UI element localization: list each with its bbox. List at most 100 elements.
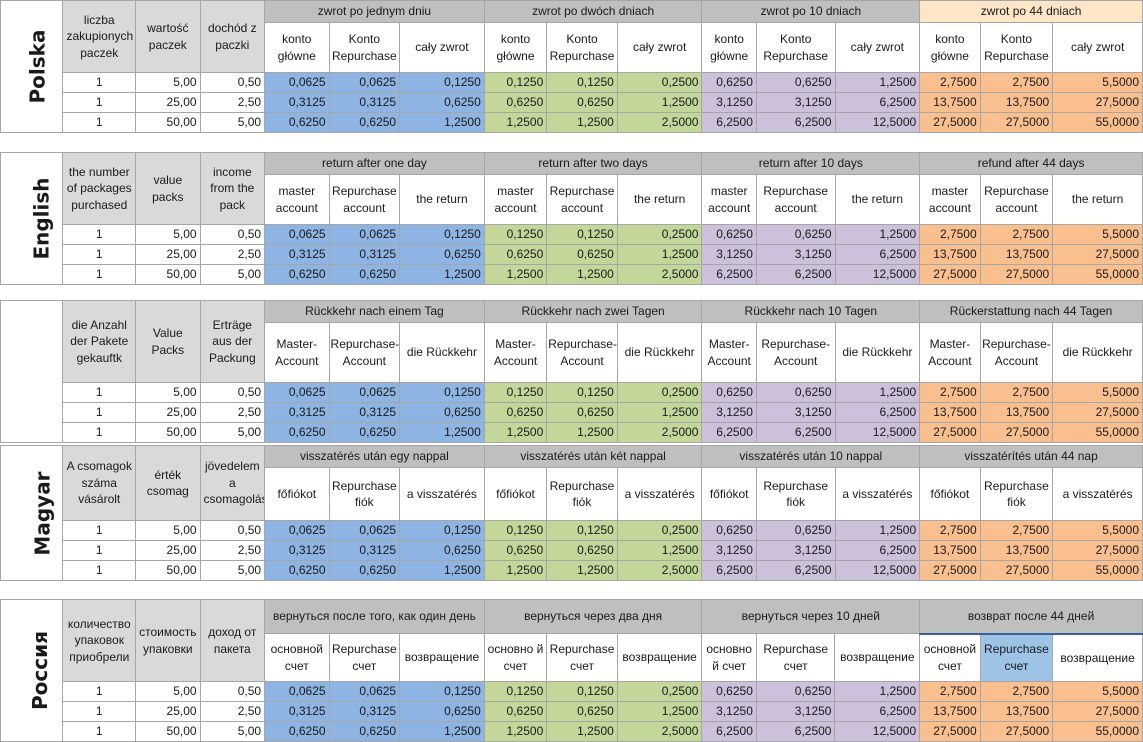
data-cell[interactable]: 3,1250 xyxy=(701,92,757,113)
data-cell[interactable]: 50,00 xyxy=(135,721,201,742)
data-cell[interactable]: 0,0625 xyxy=(264,72,330,93)
group-header[interactable]: zwrot po 44 dniach xyxy=(919,0,1143,23)
data-cell[interactable]: 2,7500 xyxy=(919,382,981,403)
data-cell[interactable]: 5,5000 xyxy=(1052,520,1143,541)
group-header[interactable]: visszatérítés után 44 nap xyxy=(919,445,1143,468)
sub-header[interactable]: master account xyxy=(483,174,548,225)
data-cell[interactable]: 0,50 xyxy=(199,224,266,245)
sub-header[interactable]: főfiókot xyxy=(701,467,757,521)
data-cell[interactable]: 5,00 xyxy=(199,721,266,742)
group-header[interactable]: return after one day xyxy=(264,152,485,175)
sub-header[interactable]: master account xyxy=(264,174,330,225)
data-cell[interactable]: 0,6250 xyxy=(264,721,330,742)
data-cell[interactable]: 25,00 xyxy=(135,540,201,561)
data-cell[interactable]: 1 xyxy=(62,681,137,702)
data-cell[interactable]: 0,6250 xyxy=(399,92,485,113)
sub-header[interactable]: konto główne xyxy=(483,22,548,73)
data-cell[interactable]: 0,3125 xyxy=(264,92,330,113)
data-cell[interactable]: 3,1250 xyxy=(755,540,836,561)
sub-header[interactable]: основной счет xyxy=(264,633,330,682)
data-cell[interactable]: 0,0625 xyxy=(328,382,401,403)
data-cell[interactable]: 27,5000 xyxy=(979,264,1054,285)
data-cell[interactable]: 0,0625 xyxy=(264,224,330,245)
sub-header[interactable]: Repurchase счет xyxy=(755,633,836,682)
data-cell[interactable]: 1 xyxy=(62,540,137,561)
data-cell[interactable]: 0,6250 xyxy=(546,244,618,265)
data-cell[interactable]: 1,2500 xyxy=(616,92,703,113)
data-cell[interactable]: 1 xyxy=(62,92,137,113)
data-cell[interactable]: 0,3125 xyxy=(328,402,401,423)
data-cell[interactable]: 27,5000 xyxy=(1052,701,1143,722)
sub-header[interactable]: the return xyxy=(616,174,703,225)
group-header[interactable]: visszatérés után egy nappal xyxy=(264,445,485,468)
data-cell[interactable]: 27,5000 xyxy=(919,560,981,581)
data-cell[interactable]: 1,2500 xyxy=(399,721,485,742)
data-cell[interactable]: 1,2500 xyxy=(616,701,703,722)
data-cell[interactable]: 0,0625 xyxy=(328,72,401,93)
data-cell[interactable]: 1,2500 xyxy=(399,264,485,285)
column-header[interactable]: die Anzahl der Pakete gekauftk xyxy=(62,300,137,383)
data-cell[interactable]: 6,2500 xyxy=(755,112,836,133)
data-cell[interactable]: 0,6250 xyxy=(483,540,548,561)
data-cell[interactable]: 0,6250 xyxy=(755,520,836,541)
data-cell[interactable]: 1,2500 xyxy=(834,224,921,245)
data-cell[interactable]: 25,00 xyxy=(135,92,201,113)
sub-header[interactable]: konto główne xyxy=(919,22,981,73)
data-cell[interactable]: 1 xyxy=(62,382,137,403)
group-header[interactable]: Rückkehr nach 10 Tagen xyxy=(701,300,921,323)
data-cell[interactable]: 2,7500 xyxy=(979,72,1054,93)
sub-header[interactable]: Repurchase account xyxy=(979,174,1054,225)
data-cell[interactable]: 2,50 xyxy=(199,540,266,561)
sub-header[interactable]: основно й счет xyxy=(483,633,548,682)
data-cell[interactable]: 1,2500 xyxy=(546,112,618,133)
data-cell[interactable]: 12,5000 xyxy=(834,721,921,742)
group-header[interactable]: return after 10 days xyxy=(701,152,921,175)
data-cell[interactable]: 0,6250 xyxy=(399,402,485,423)
data-cell[interactable]: 13,7500 xyxy=(919,92,981,113)
data-cell[interactable]: 13,7500 xyxy=(919,540,981,561)
data-cell[interactable]: 5,5000 xyxy=(1052,72,1143,93)
data-cell[interactable]: 0,6250 xyxy=(701,520,757,541)
data-cell[interactable]: 0,1250 xyxy=(546,382,618,403)
data-cell[interactable]: 0,0625 xyxy=(264,382,330,403)
data-cell[interactable]: 0,1250 xyxy=(399,681,485,702)
data-cell[interactable]: 3,1250 xyxy=(755,701,836,722)
data-cell[interactable]: 5,5000 xyxy=(1052,681,1143,702)
data-cell[interactable]: 0,6250 xyxy=(546,92,618,113)
data-cell[interactable]: 1,2500 xyxy=(546,560,618,581)
data-cell[interactable]: 1 xyxy=(62,701,137,722)
group-header[interactable]: вернуться через два дня xyxy=(483,599,703,634)
group-header[interactable]: вернуться после того, как один день xyxy=(264,599,485,634)
sub-header[interactable]: cały zwrot xyxy=(399,22,485,73)
data-cell[interactable]: 0,50 xyxy=(199,520,266,541)
data-cell[interactable]: 0,1250 xyxy=(483,72,548,93)
sub-header[interactable]: konto główne xyxy=(701,22,757,73)
data-cell[interactable]: 6,2500 xyxy=(834,701,921,722)
data-cell[interactable]: 55,0000 xyxy=(1052,112,1143,133)
group-header[interactable]: zwrot po jednym dniu xyxy=(264,0,485,23)
data-cell[interactable]: 2,50 xyxy=(199,244,266,265)
data-cell[interactable]: 1,2500 xyxy=(483,264,548,285)
data-cell[interactable]: 5,5000 xyxy=(1052,224,1143,245)
column-header[interactable]: A csomagok száma vásárolt xyxy=(62,445,137,521)
data-cell[interactable]: 6,2500 xyxy=(834,92,921,113)
data-cell[interactable]: 0,50 xyxy=(199,382,266,403)
data-cell[interactable]: 0,0625 xyxy=(264,520,330,541)
column-header[interactable]: érték csomag xyxy=(135,445,201,521)
column-header[interactable]: количество упаковок приобрели xyxy=(62,599,137,682)
data-cell[interactable]: 6,2500 xyxy=(755,264,836,285)
sub-header[interactable]: the return xyxy=(399,174,485,225)
data-cell[interactable]: 13,7500 xyxy=(919,402,981,423)
data-cell[interactable]: 1,2500 xyxy=(616,540,703,561)
data-cell[interactable]: 27,5000 xyxy=(919,721,981,742)
data-cell[interactable]: 0,0625 xyxy=(328,520,401,541)
data-cell[interactable]: 0,2500 xyxy=(616,382,703,403)
data-cell[interactable]: 27,5000 xyxy=(919,422,981,443)
data-cell[interactable]: 0,6250 xyxy=(328,721,401,742)
data-cell[interactable]: 0,1250 xyxy=(399,224,485,245)
column-header[interactable]: стоимость упаковки xyxy=(135,599,201,682)
sub-header[interactable]: a visszatérés xyxy=(1052,467,1143,521)
sub-header[interactable]: a visszatérés xyxy=(399,467,485,521)
data-cell[interactable]: 0,1250 xyxy=(483,520,548,541)
data-cell[interactable]: 5,00 xyxy=(135,224,201,245)
